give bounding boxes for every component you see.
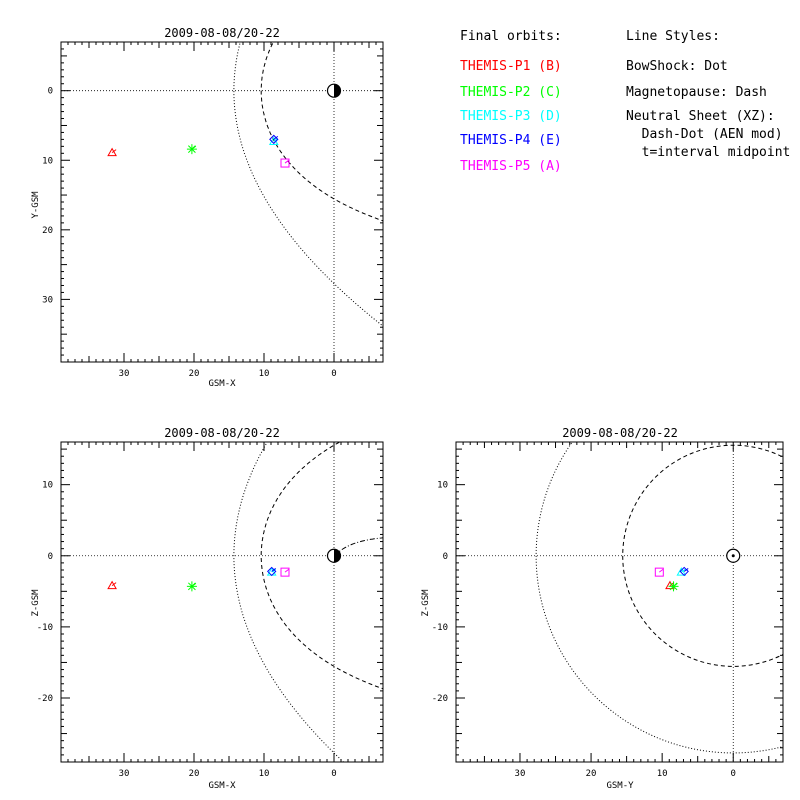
xz-x-axis-label: GSM-X [208, 781, 236, 791]
orbit-legend-item: THEMIS-P2 (C) [460, 85, 562, 100]
y-tick-label: -10 [37, 623, 53, 633]
orbit-legend-item: THEMIS-P1 (B) [460, 59, 562, 74]
y-tick-label: 10 [42, 156, 53, 166]
orbit-legend-item: THEMIS-P3 (D) [460, 109, 562, 124]
plot-frame [455, 441, 784, 763]
marker-themis-p2-c [186, 581, 197, 592]
y-tick-label: 10 [42, 481, 53, 491]
xy-panel-title: 2009-08-08/20-22 [164, 26, 280, 40]
marker-themis-p5-a [280, 158, 290, 168]
bow-shock-line [233, 442, 345, 762]
orbit-legend-item: THEMIS-P5 (A) [460, 159, 562, 174]
xy-x-axis-label: GSM-X [208, 379, 236, 389]
xz-panel-title: 2009-08-08/20-22 [164, 426, 280, 440]
y-tick-label: -20 [432, 694, 448, 704]
marker-themis-p4-e [266, 566, 277, 577]
yz-y-axis-label: Z-GSM [421, 589, 431, 617]
marker-themis-p2-c-stroke [669, 582, 678, 591]
x-tick-label: 0 [731, 769, 736, 779]
marker-themis-p5-a-track [284, 568, 290, 573]
yz-panel-title: 2009-08-08/20-22 [562, 426, 678, 440]
x-tick-label: 20 [586, 769, 597, 779]
plot-frame [60, 441, 384, 763]
magnetopause-line [260, 42, 383, 222]
xz-y-axis-label: Z-GSM [31, 589, 41, 617]
xy-orbit-panel: 2009-08-08/20-22 GSM-X Y-GSM 30 20 10 0 0 10 2… [31, 26, 384, 389]
x-tick-label: 20 [189, 769, 200, 779]
x-tick-label: 30 [119, 369, 130, 379]
marker-themis-p5-a-track [659, 568, 664, 573]
line-style-item: Neutral Sheet (XZ): [626, 109, 775, 124]
line-styles-heading: Line Styles: [626, 29, 720, 44]
y-tick-label: 0 [48, 87, 53, 97]
marker-themis-p4-e [679, 566, 689, 577]
yz-orbit-panel: 2009-08-08/20-22 GSM-Y Z-GSM 30 20 10 0 10 0 -… [421, 426, 784, 791]
marker-themis-p2-c [186, 144, 197, 155]
xz-orbit-panel: 2009-08-08/20-22 GSM-X Z-GSM 30 20 10 0 10 0 -… [31, 426, 384, 791]
plot-area [61, 42, 383, 362]
marker-themis-p5-a [654, 567, 664, 577]
y-tick-label: 30 [42, 295, 53, 305]
orbit-legend-item: THEMIS-P4 (E) [460, 133, 562, 148]
plot-area [61, 442, 383, 762]
neutral-sheet-line [333, 537, 383, 557]
line-style-item: BowShock: Dot [626, 59, 728, 74]
marker-themis-p3-d [676, 567, 687, 576]
plot-area [456, 442, 783, 762]
line-style-item: Dash-Dot (AEN mod) [626, 127, 783, 142]
legend: Final orbits: THEMIS-P1 (B) THEMIS-P2 (C… [460, 29, 790, 174]
y-tick-label: -10 [432, 623, 448, 633]
marker-themis-p4-e [269, 134, 279, 145]
line-style-item: Magnetopause: Dash [626, 85, 767, 100]
x-tick-label: 30 [515, 769, 526, 779]
earth-night-side [334, 84, 341, 98]
x-tick-label: 10 [259, 769, 270, 779]
x-tick-label: 0 [331, 769, 336, 779]
y-tick-label: 0 [443, 552, 448, 562]
y-tick-label: 0 [48, 552, 53, 562]
orbits-legend-heading: Final orbits: [460, 29, 562, 44]
magnetopause-line [260, 442, 383, 690]
bow-shock-line [233, 42, 383, 327]
xy-y-axis-label: Y-GSM [31, 191, 41, 219]
bow-shock-line [535, 442, 783, 754]
marker-themis-p2-c [668, 581, 679, 592]
earth-night-side [334, 549, 341, 563]
marker-themis-p2-c-stroke [188, 145, 196, 154]
x-tick-label: 10 [657, 769, 668, 779]
y-tick-label: 10 [437, 481, 448, 491]
marker-themis-p2-c-stroke [188, 582, 196, 591]
x-tick-label: 0 [331, 369, 336, 379]
line-style-item: t=interval midpoint [626, 145, 790, 160]
x-tick-label: 10 [259, 369, 270, 379]
earth-center-dot [731, 554, 735, 558]
yz-x-axis-label: GSM-Y [606, 781, 634, 791]
x-tick-label: 30 [119, 769, 130, 779]
x-tick-label: 20 [189, 369, 200, 379]
marker-themis-p5-a-track [284, 159, 290, 164]
y-tick-label: 20 [42, 226, 53, 236]
marker-themis-p5-a [280, 567, 290, 577]
marker-themis-p1-b [107, 147, 117, 157]
y-tick-label: -20 [37, 694, 53, 704]
marker-themis-p1-b [107, 580, 117, 590]
